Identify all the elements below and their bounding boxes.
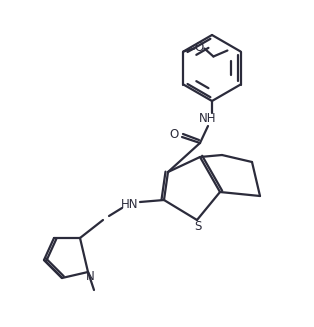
Text: NH: NH (199, 112, 217, 126)
Text: O: O (195, 41, 204, 54)
Text: N: N (86, 270, 95, 284)
Text: S: S (194, 220, 202, 233)
Text: HN: HN (121, 198, 139, 212)
Text: O: O (169, 128, 179, 141)
